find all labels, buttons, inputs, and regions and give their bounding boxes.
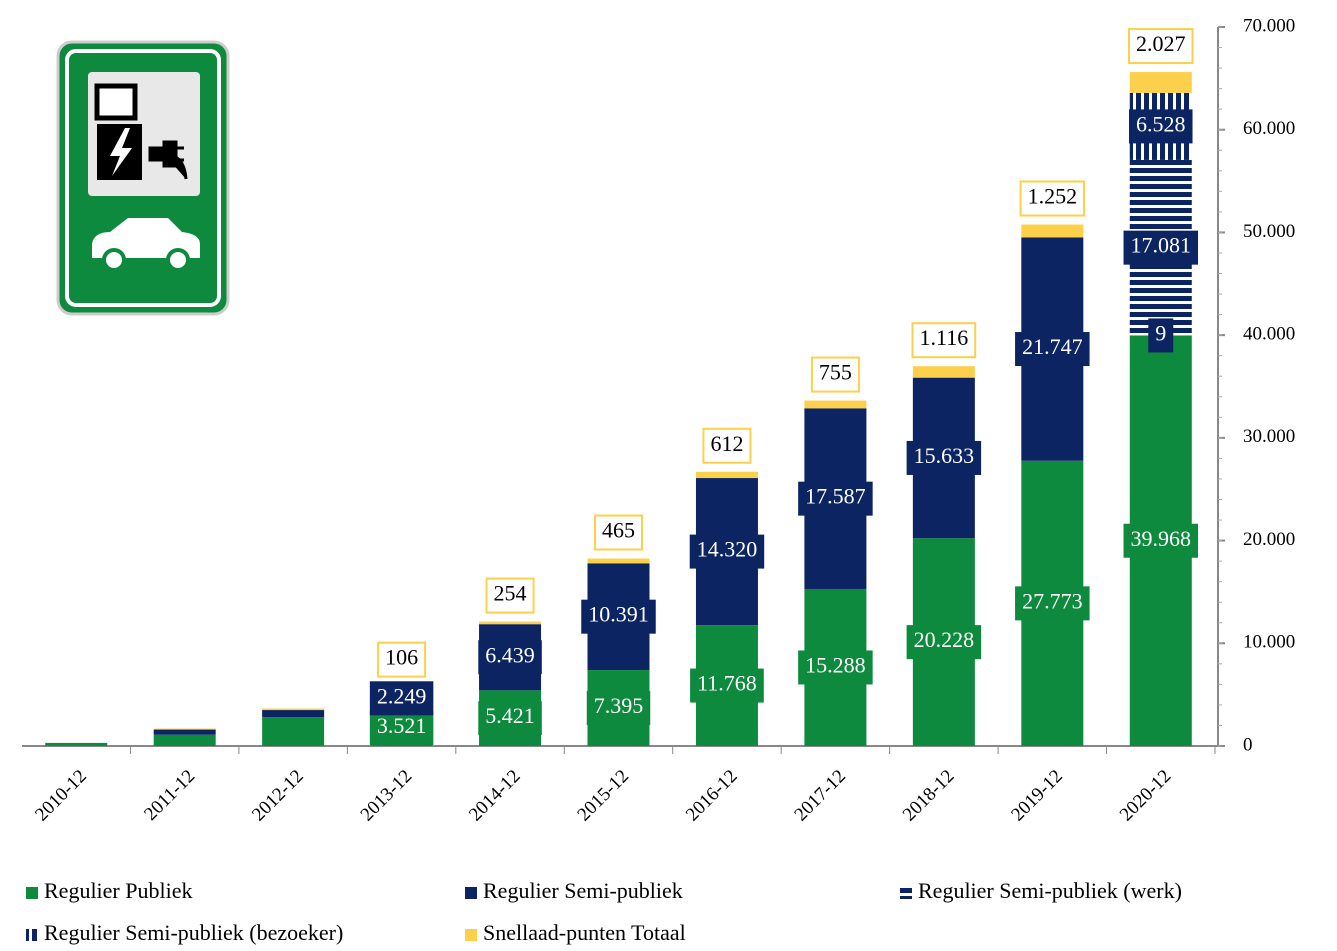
value-label: 2.249 (377, 683, 427, 708)
bar-segment (45, 742, 108, 746)
value-label: 2.027 (1136, 31, 1186, 56)
bar-segment (1021, 224, 1084, 238)
value-label-box (369, 681, 434, 716)
legend-marker (26, 929, 38, 941)
value-label: 11.768 (697, 671, 757, 696)
bar-segment (479, 621, 542, 625)
value-label: 7.395 (594, 693, 644, 718)
y-tick-label: 70.000 (1243, 15, 1295, 36)
bar-segment (153, 729, 216, 735)
bar-segment (587, 558, 650, 564)
value-label: 1.252 (1028, 184, 1078, 209)
charging-sign-icon (56, 40, 230, 316)
bar-segment (804, 400, 867, 409)
value-label: 3.521 (377, 713, 427, 738)
bar-segment (153, 728, 216, 730)
bar-segment (262, 717, 325, 746)
bar-segment (912, 366, 975, 378)
legend-label: Regulier Publiek (44, 878, 192, 903)
value-label-box (1123, 230, 1199, 265)
value-label-box (1128, 28, 1194, 65)
y-tick-label: 50.000 (1243, 221, 1295, 242)
y-tick-label: 10.000 (1243, 632, 1295, 653)
value-label-box (586, 691, 651, 726)
x-tick-label: 2010-12 (31, 766, 91, 826)
value-label-box (690, 668, 764, 703)
x-tick-label: 2019-12 (1007, 766, 1067, 826)
y-tick-label: 20.000 (1243, 529, 1295, 550)
value-label: 17.587 (805, 484, 866, 509)
x-tick-label: 2013-12 (357, 766, 417, 826)
x-tick-label: 2020-12 (1116, 766, 1176, 826)
value-label-box (478, 640, 542, 675)
value-label: 612 (710, 431, 743, 456)
bar-segment (695, 471, 758, 479)
value-label-box (1015, 332, 1090, 367)
x-tick-label: 2014-12 (465, 766, 525, 826)
value-label-box (1123, 523, 1199, 558)
value-label: 106 (385, 645, 418, 670)
value-label: 20.228 (914, 627, 975, 652)
value-label-box (377, 641, 427, 678)
value-label: 6.528 (1136, 111, 1186, 136)
legend-label: Snellaad-punten Totaal (483, 920, 686, 945)
value-label-box (798, 650, 873, 685)
value-label: 17.081 (1131, 233, 1192, 258)
value-label-box (798, 481, 873, 516)
legend-label: Regulier Semi-publiek (bezoeker) (44, 920, 343, 945)
legend-label: Regulier Semi-publiek (werk) (918, 878, 1182, 903)
value-label-box (911, 322, 977, 359)
x-tick-label: 2017-12 (790, 766, 850, 826)
value-label-box (581, 599, 656, 634)
x-tick-label: 2012-12 (248, 766, 308, 826)
bar-segment (262, 710, 325, 718)
legend-marker (900, 887, 912, 899)
value-label-box (689, 534, 765, 569)
value-label-box (1019, 180, 1086, 217)
y-tick-label: 60.000 (1243, 118, 1295, 139)
value-label: 465 (602, 518, 635, 543)
x-tick-label: 2018-12 (899, 766, 959, 826)
legend-marker (465, 887, 477, 899)
value-label: 254 (494, 581, 527, 606)
value-label-box (1148, 318, 1174, 353)
value-label-box (478, 701, 542, 736)
bar-segment (153, 734, 216, 746)
y-tick-label: 30.000 (1243, 426, 1295, 447)
value-label-box (1129, 109, 1193, 144)
bar-segment (262, 708, 325, 711)
value-label: 5.421 (485, 703, 535, 728)
value-label: 27.773 (1022, 588, 1083, 613)
y-tick-label: 40.000 (1243, 324, 1295, 345)
legend-marker (26, 887, 38, 899)
value-label-box (1015, 586, 1090, 621)
value-label-box (702, 427, 752, 464)
bar-segment (1129, 72, 1192, 93)
value-label: 15.288 (805, 653, 866, 678)
legend-marker (465, 929, 477, 941)
x-tick-label: 2016-12 (682, 766, 742, 826)
value-label: 10.391 (588, 602, 649, 627)
value-label-box (369, 710, 434, 745)
value-label: 6.439 (485, 642, 535, 667)
y-tick-label: 0 (1243, 734, 1253, 755)
x-tick-label: 2011-12 (140, 766, 199, 825)
value-label-box (906, 440, 982, 475)
value-label: 21.747 (1022, 334, 1083, 359)
value-label-box (485, 577, 535, 614)
value-label: 9 (1155, 320, 1166, 345)
value-label: 755 (819, 360, 852, 385)
value-label: 1.116 (920, 325, 969, 350)
value-label: 15.633 (914, 443, 975, 468)
value-label: 39.968 (1131, 526, 1192, 551)
value-label-box (906, 625, 982, 660)
value-label: 14.320 (697, 537, 758, 562)
legend-label: Regulier Semi-publiek (483, 878, 683, 903)
x-tick-label: 2015-12 (573, 766, 633, 826)
value-label-box (810, 356, 860, 393)
value-label-box (594, 514, 643, 551)
